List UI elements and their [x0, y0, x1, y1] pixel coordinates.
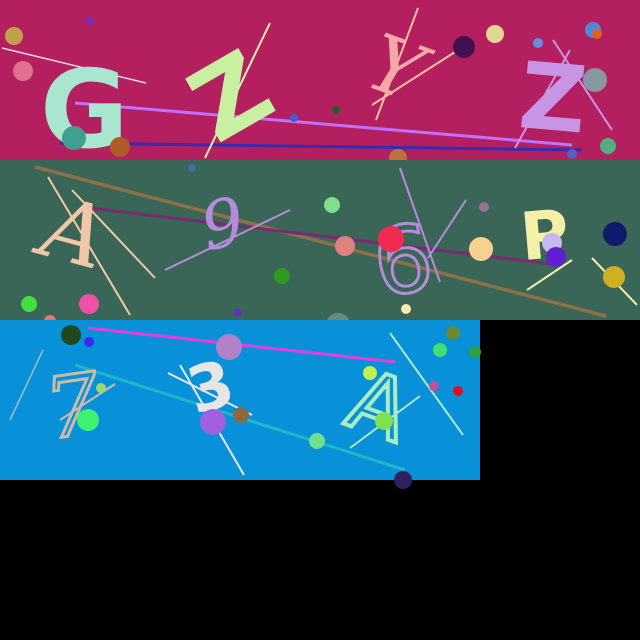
dot: [62, 126, 86, 150]
dot: [274, 268, 290, 284]
dot: [603, 266, 625, 288]
dot: [600, 138, 616, 154]
stroke-line: [526, 259, 573, 291]
dot: [61, 325, 81, 345]
dot: [469, 346, 481, 358]
stroke-line: [34, 165, 607, 318]
band-bottom: 7 3 A: [0, 320, 481, 489]
stroke-line: [552, 39, 613, 131]
stroke-line: [427, 199, 467, 259]
dot: [79, 294, 99, 314]
dot: [188, 164, 196, 172]
stroke-line: [399, 167, 441, 283]
stroke-line: [9, 349, 44, 421]
stroke-line: [371, 51, 456, 106]
stroke-line: [59, 383, 116, 421]
dot: [469, 237, 493, 261]
dot: [479, 202, 489, 212]
dot: [375, 412, 393, 430]
stroke-line: [204, 22, 271, 159]
stroke-line: [47, 176, 131, 316]
band-top-fill: [0, 0, 640, 160]
dot: [77, 409, 99, 431]
dot: [86, 17, 94, 25]
dot: [335, 236, 355, 256]
dot: [453, 36, 475, 58]
dot: [84, 337, 94, 347]
dot: [324, 197, 340, 213]
dot: [309, 433, 325, 449]
dot: [583, 68, 607, 92]
dot: [453, 386, 463, 396]
dot: [5, 27, 23, 45]
dot: [429, 381, 439, 391]
dot: [433, 343, 447, 357]
dot: [13, 61, 33, 81]
dot: [216, 334, 242, 360]
dot: [533, 38, 543, 48]
dot: [401, 304, 411, 314]
dot: [233, 407, 249, 423]
dot: [21, 296, 37, 312]
glyph-letter: P: [517, 195, 572, 276]
dot: [446, 326, 460, 340]
band-top: G Z Y Z: [0, 0, 640, 173]
stroke-line: [389, 332, 464, 436]
dot: [486, 25, 504, 43]
stroke-line: [514, 49, 571, 149]
dot: [363, 366, 377, 380]
dot: [546, 247, 566, 267]
dot: [603, 222, 627, 246]
dot: [200, 409, 226, 435]
band-middle: A 9 6 P: [0, 160, 640, 337]
dot: [96, 383, 106, 393]
dot: [332, 106, 340, 114]
dot: [110, 137, 130, 157]
dot: [378, 226, 404, 252]
glyph-letter-shape: P: [517, 195, 572, 276]
dot: [290, 114, 298, 122]
glyph-letter: Z: [515, 42, 591, 154]
stroke-line: [375, 7, 419, 121]
dot: [592, 29, 602, 39]
stroke-line: [1, 47, 147, 84]
stroke-line: [59, 141, 583, 152]
dot: [394, 471, 412, 489]
glyph-letter-shape: Z: [515, 42, 591, 154]
stroke-line: [71, 189, 156, 279]
dot: [234, 309, 242, 317]
stroke-line: [164, 209, 291, 271]
dot: [567, 149, 577, 159]
stroke-line: [74, 101, 573, 147]
